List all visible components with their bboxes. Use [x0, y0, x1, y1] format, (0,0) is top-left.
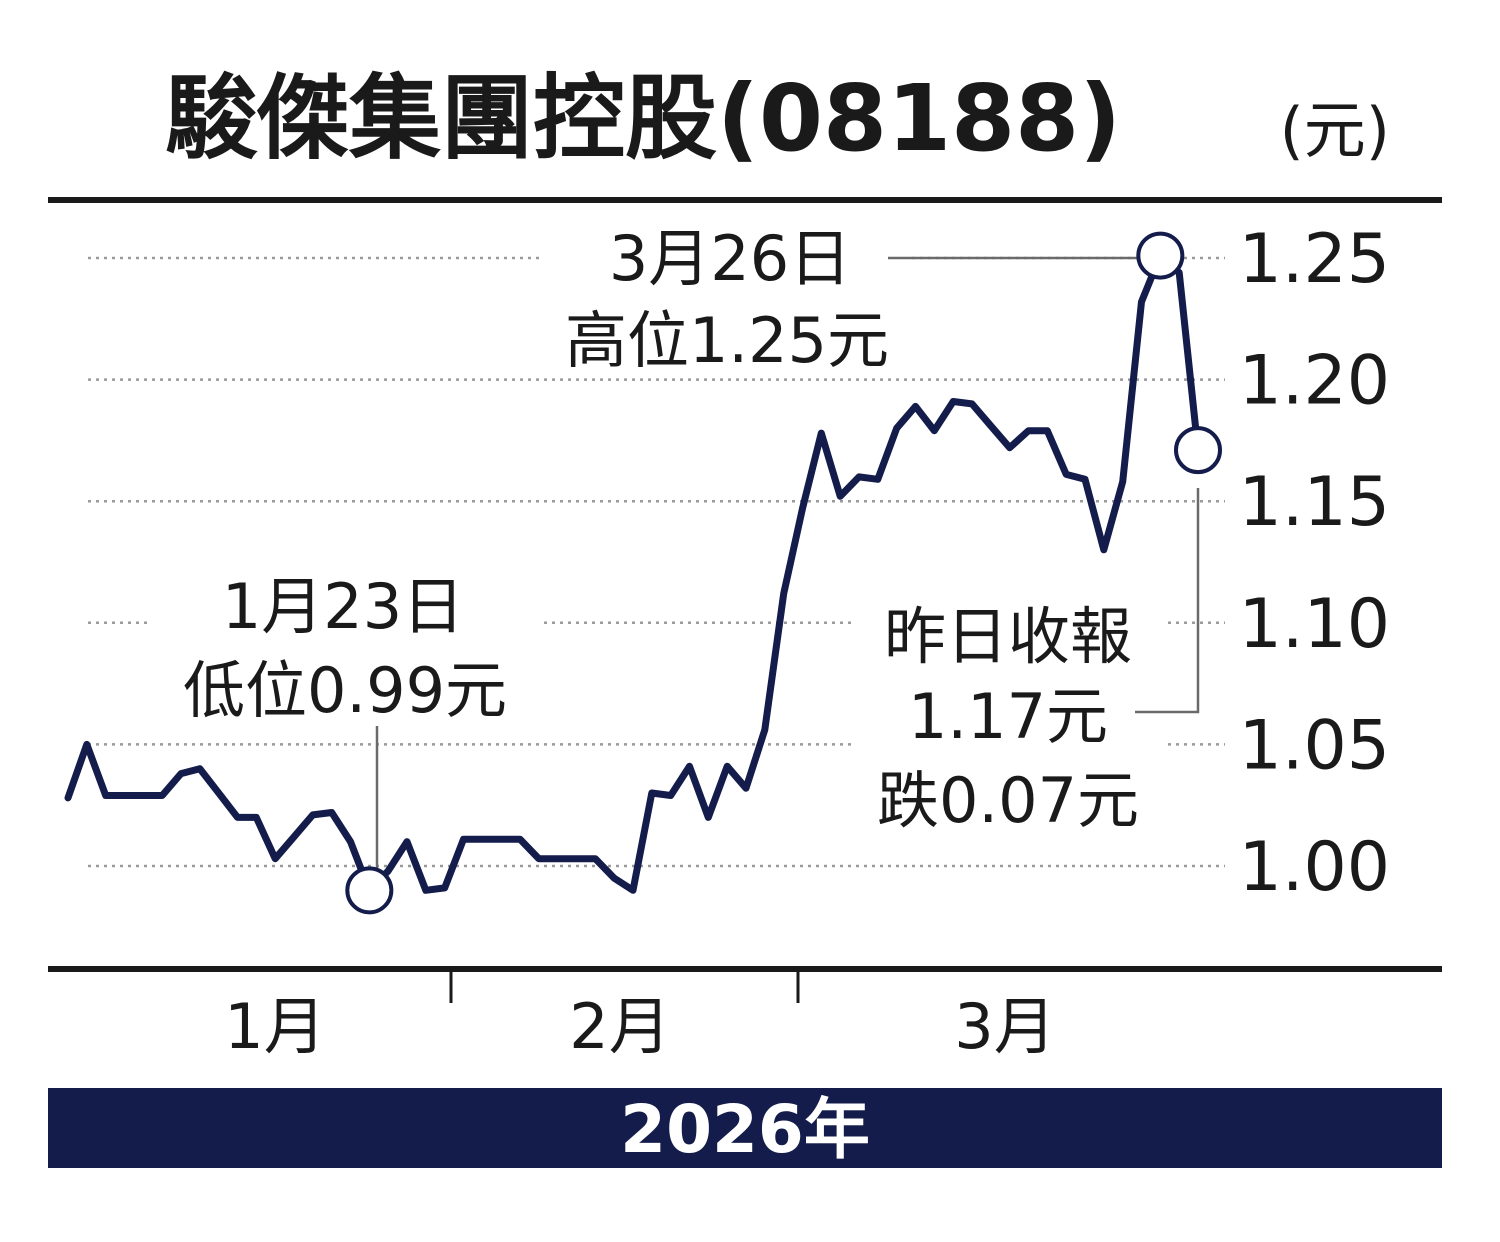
chart-title: 駿傑集團控股(08188): [165, 65, 1121, 172]
y-tick-label: 1.10: [1239, 585, 1390, 664]
month-label-jan: 1月: [224, 990, 325, 1063]
high-date-label: 3月26日: [609, 222, 851, 295]
y-tick-label: 1.25: [1239, 220, 1390, 299]
price-line: [64, 252, 1202, 894]
y-axis-ticks: 1.25 1.20 1.15 1.10 1.05 1.00: [1239, 220, 1390, 907]
y-tick-label: 1.20: [1239, 342, 1390, 421]
close-change-label: 跌0.07元: [877, 764, 1139, 837]
close-leader-line: [1135, 488, 1200, 714]
month-label-feb: 2月: [569, 990, 670, 1063]
top-rule: [48, 197, 1442, 203]
close-value-label: 1.17元: [908, 680, 1108, 753]
y-tick-label: 1.00: [1239, 828, 1390, 907]
close-label-bg: [855, 592, 1165, 837]
month-label-mar: 3月: [954, 990, 1055, 1063]
price-series: [64, 231, 1222, 915]
close-marker: [1174, 426, 1222, 475]
low-marker: [345, 866, 394, 915]
bottom-rule: [48, 966, 1442, 972]
close-title-label: 昨日收報: [884, 600, 1132, 673]
low-value-label: 低位0.99元: [183, 654, 507, 727]
unit-label: (元): [1280, 94, 1390, 167]
y-tick-label: 1.15: [1239, 463, 1390, 542]
high-label-bg: [540, 220, 910, 375]
year-band: [48, 1088, 1442, 1168]
y-tick-label: 1.05: [1239, 706, 1390, 785]
low-date-label: 1月23日: [222, 570, 464, 643]
high-marker: [1136, 231, 1185, 280]
high-value-label: 高位1.25元: [565, 304, 889, 377]
low-label-bg: [150, 572, 540, 722]
year-label: 2026年: [620, 1091, 870, 1168]
